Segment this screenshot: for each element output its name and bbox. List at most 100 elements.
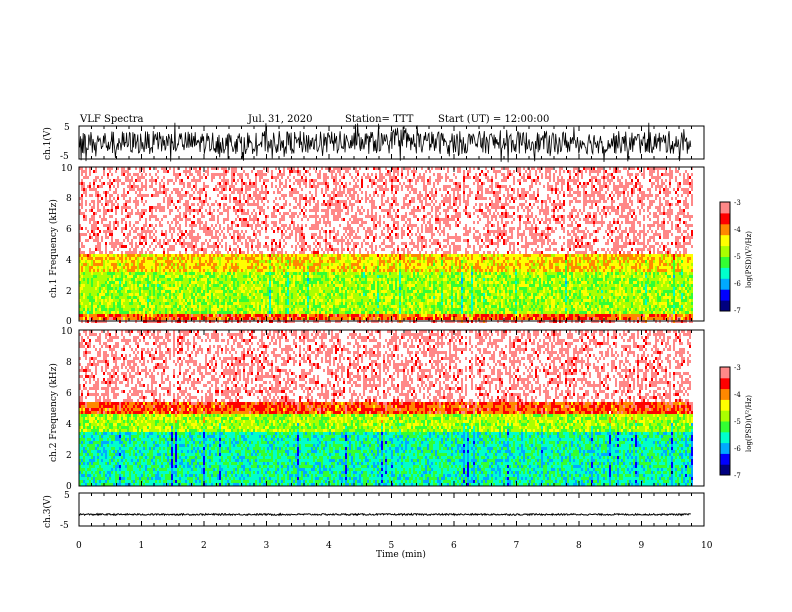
spectrogram-cell <box>173 314 175 317</box>
spectrogram-cell <box>161 296 163 299</box>
spectrogram-cell <box>257 191 259 194</box>
spectrogram-cell <box>197 239 199 242</box>
spectrogram-cell <box>207 245 209 248</box>
spectrogram-cell <box>93 239 95 242</box>
spectrogram-cell <box>231 308 233 311</box>
spectrogram-cell <box>169 224 171 227</box>
spectrogram-cell <box>261 296 263 299</box>
spectrogram-cell <box>121 212 123 215</box>
spectrogram-cell <box>171 281 173 284</box>
spectrogram-cell <box>141 221 143 224</box>
spectrogram-cell <box>245 200 247 203</box>
spectrogram-cell <box>187 197 189 200</box>
spectrogram-cell <box>247 227 249 230</box>
spectrogram-cell <box>257 266 259 269</box>
spectrogram-cell <box>163 287 165 290</box>
spectrogram-cell <box>183 218 185 221</box>
spectrogram-cell <box>235 182 237 185</box>
spectrogram-cell <box>157 290 159 293</box>
spectrogram-cell <box>227 194 229 197</box>
spectrogram-cell <box>147 176 149 179</box>
spectrogram-cell <box>231 197 233 200</box>
spectrogram-cell <box>121 287 123 290</box>
spectrogram-cell <box>169 188 171 191</box>
spectrogram-cell <box>227 272 229 275</box>
spectrogram-cell <box>83 203 85 206</box>
spectrogram-cell <box>155 200 157 203</box>
spectrogram-cell <box>109 284 111 287</box>
spectrogram-cell <box>191 185 193 188</box>
spectrogram-cell <box>153 269 155 272</box>
spectrogram-cell <box>167 239 169 242</box>
spectrogram-cell <box>263 227 265 230</box>
spectrogram-cell <box>119 296 121 299</box>
spectrogram-cell <box>205 257 207 260</box>
spectrogram-cell <box>81 284 83 287</box>
spectrogram-cell <box>83 248 85 251</box>
spectrogram-cell <box>213 278 215 281</box>
spectrogram-cell <box>161 251 163 254</box>
spectrogram-cell <box>123 173 125 176</box>
spectrogram-cell <box>213 200 215 203</box>
spectrogram-cell <box>133 239 135 242</box>
spectrogram-cell <box>267 260 269 263</box>
spectrogram-cell <box>121 218 123 221</box>
spectrogram-cell <box>97 215 99 218</box>
spectrogram-cell <box>253 290 255 293</box>
spectrogram-cell <box>195 314 197 317</box>
spectrogram-cell <box>139 260 141 263</box>
spectrogram-cell <box>79 251 81 254</box>
spectrogram-cell <box>233 290 235 293</box>
spectrogram-cell <box>145 308 147 311</box>
spectrogram-cell <box>111 260 113 263</box>
spectrogram-cell <box>265 209 267 212</box>
spectrogram-cell <box>117 203 119 206</box>
spectrogram-cell <box>251 281 253 284</box>
spectrogram-cell <box>235 206 237 209</box>
spectrogram-cell <box>205 272 207 275</box>
spectrogram-cell <box>229 167 231 170</box>
spectrogram-cell <box>165 251 167 254</box>
spectrogram-cell <box>239 221 241 224</box>
spectrogram-cell <box>79 185 81 188</box>
spectrogram-cell <box>191 227 193 230</box>
spectrogram-cell <box>217 224 219 227</box>
spectrogram-cell <box>83 188 85 191</box>
spectrogram-cell <box>243 248 245 251</box>
spectrogram-cell <box>95 305 97 308</box>
spectrogram-cell <box>159 209 161 212</box>
spectrogram-cell <box>121 254 123 257</box>
spectrogram-cell <box>165 191 167 194</box>
spectrogram-cell <box>133 251 135 254</box>
spectrogram-cell <box>185 182 187 185</box>
spectrogram-cell <box>167 266 169 269</box>
spectrogram-cell <box>169 167 171 170</box>
spectrogram-cell <box>89 200 91 203</box>
spectrogram-cell <box>225 170 227 173</box>
spectrogram-cell <box>101 290 103 293</box>
spectrogram-cell <box>159 278 161 281</box>
spectrogram-cell <box>125 284 127 287</box>
spectrogram-cell <box>261 215 263 218</box>
spectrogram-cell <box>137 278 139 281</box>
spectrogram-cell <box>165 296 167 299</box>
spectrogram-cell <box>163 245 165 248</box>
spectrogram-cell <box>183 275 185 278</box>
spectrogram-cell <box>185 191 187 194</box>
spectrogram-cell <box>185 203 187 206</box>
spectrogram-cell <box>159 263 161 266</box>
spectrogram-cell <box>115 302 117 305</box>
spectrogram-cell <box>205 233 207 236</box>
spectrogram-cell <box>117 260 119 263</box>
spectrogram-cell <box>241 254 243 257</box>
spectrogram-cell <box>197 302 199 305</box>
spectrogram-cell <box>101 293 103 296</box>
spectrogram-cell <box>131 218 133 221</box>
spectrogram-cell <box>209 197 211 200</box>
spectrogram-cell <box>125 242 127 245</box>
spectrogram-cell <box>121 296 123 299</box>
spectrogram-cell <box>209 275 211 278</box>
spectrogram-cell <box>141 215 143 218</box>
spectrogram-cell <box>155 185 157 188</box>
spectrogram-cell <box>219 176 221 179</box>
